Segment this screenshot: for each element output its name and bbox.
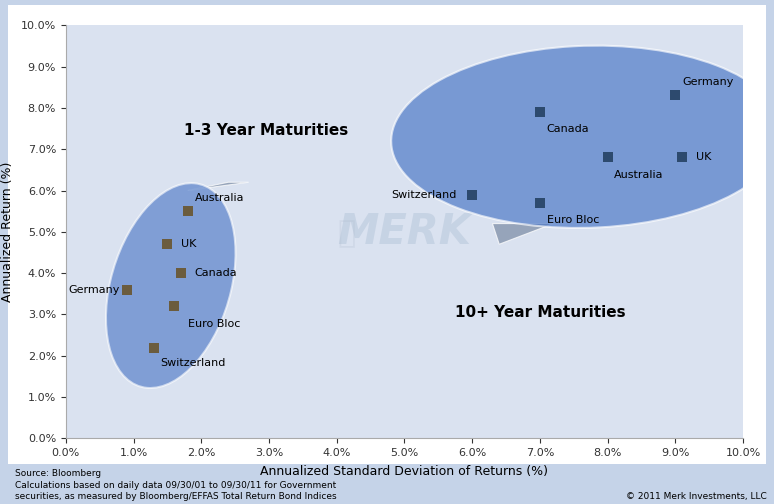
Text: 1-3 Year Maturities: 1-3 Year Maturities [184,122,348,138]
Text: Canada: Canada [546,124,589,135]
Ellipse shape [391,45,774,228]
Text: © 2011 Merk Investments, LLC: © 2011 Merk Investments, LLC [625,492,766,501]
Text: Australia: Australia [615,170,664,180]
Text: Germany: Germany [69,285,120,295]
Text: Switzerland: Switzerland [391,190,456,200]
Text: MERK: MERK [337,211,471,253]
Text: Canada: Canada [194,268,237,278]
Text: Euro Bloc: Euro Bloc [188,319,240,329]
X-axis label: Annualized Standard Deviation of Returns (%): Annualized Standard Deviation of Returns… [260,465,549,478]
Polygon shape [187,182,248,191]
Text: Euro Bloc: Euro Bloc [546,215,599,225]
Polygon shape [492,224,553,244]
Text: Source: Bloomberg
Calculations based on daily data 09/30/01 to 09/30/11 for Gove: Source: Bloomberg Calculations based on … [15,469,337,501]
Text: Australia: Australia [194,193,244,203]
Y-axis label: Annualized Return (%): Annualized Return (%) [1,162,14,302]
Text: 10+ Year Maturities: 10+ Year Maturities [455,304,626,320]
Text: Germany: Germany [682,77,734,87]
Ellipse shape [106,183,235,388]
Text: Switzerland: Switzerland [161,358,226,368]
Text: UK: UK [181,239,197,249]
Text: UK: UK [696,152,711,162]
Text: 🦉: 🦉 [337,219,356,248]
